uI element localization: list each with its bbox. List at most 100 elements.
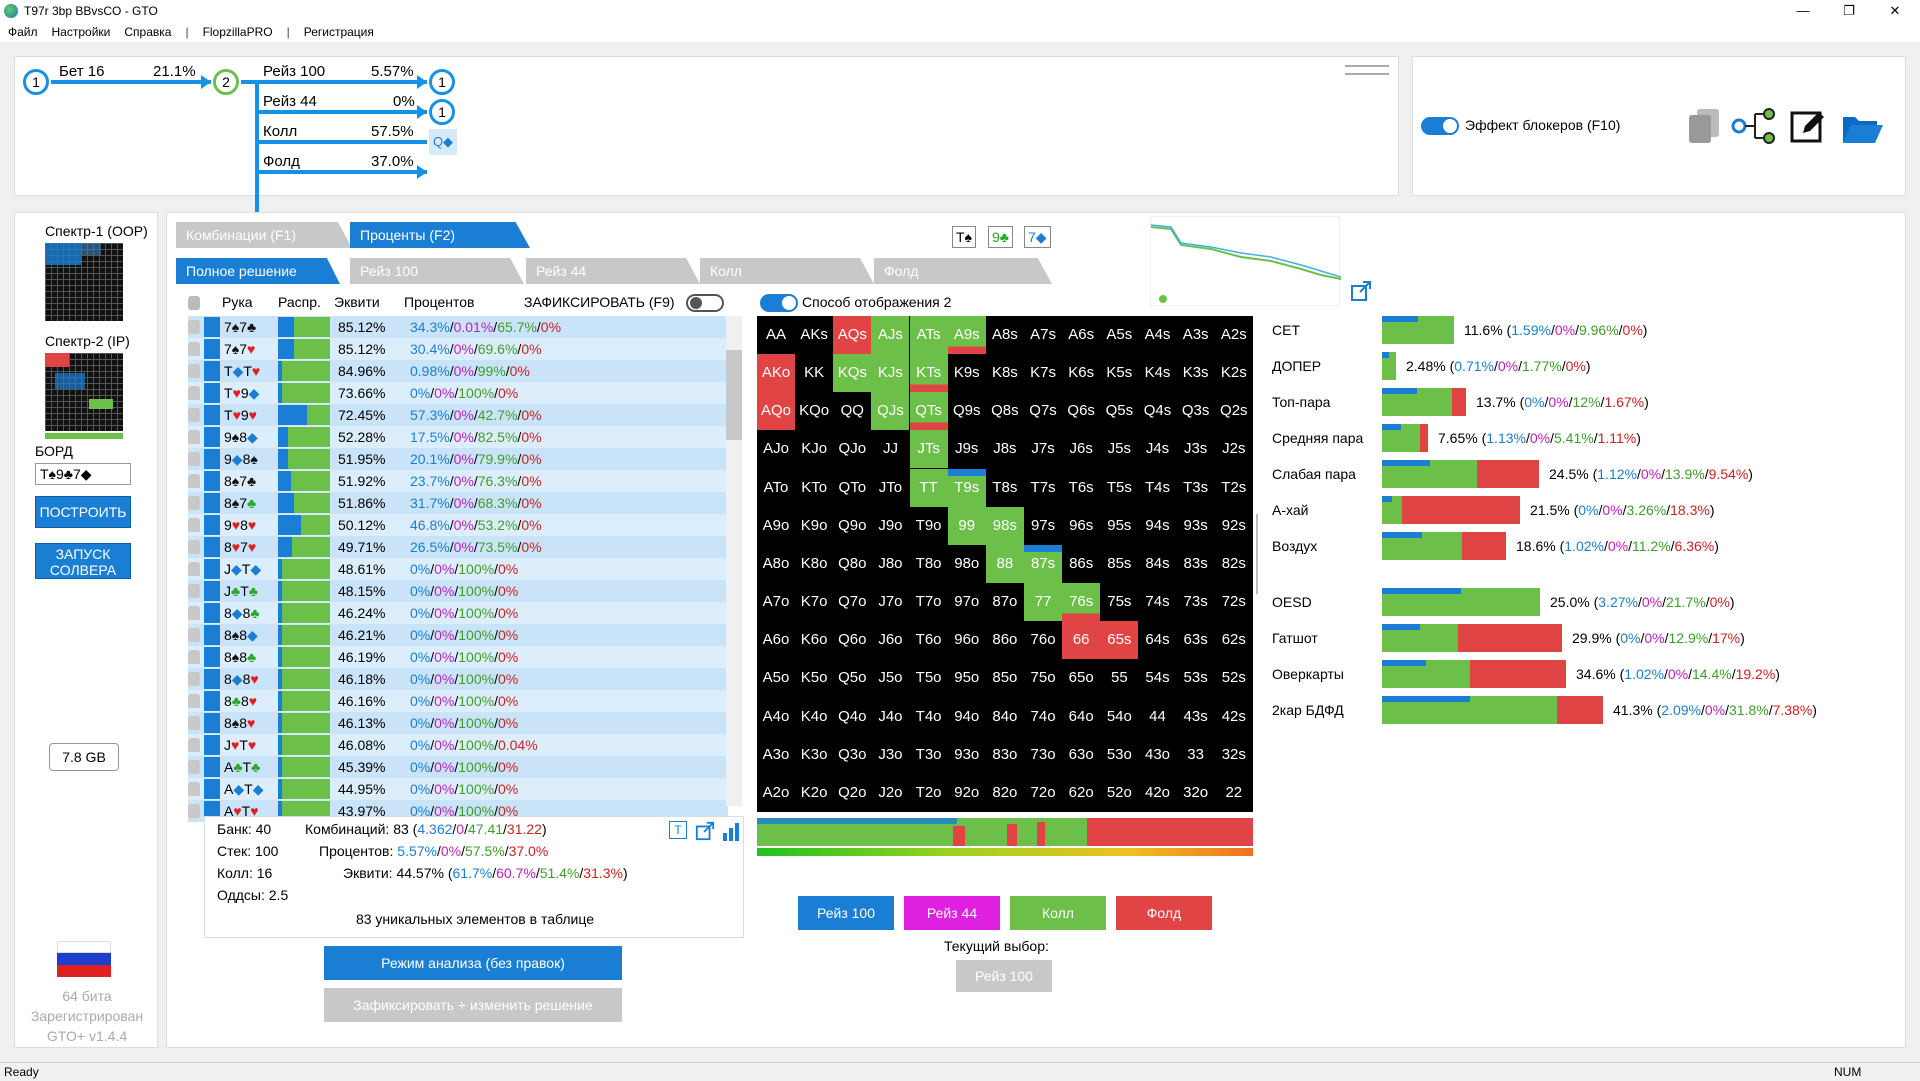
table-row[interactable]: T♥9♥ 72.45% 57.3%/0%/42.7%/0% — [188, 404, 728, 426]
grid-cell[interactable]: J4o — [878, 707, 903, 725]
lock-icon[interactable] — [188, 606, 200, 620]
grid-cell[interactable]: 53o — [1106, 745, 1132, 763]
table-row[interactable]: T◆T♥ 84.96% 0.98%/0%/99%/0% — [188, 360, 728, 382]
grid-cell[interactable]: 83o — [992, 745, 1018, 763]
grid-cell[interactable]: Q7s — [1029, 402, 1057, 420]
table-scrollbar[interactable] — [726, 316, 742, 806]
grid-cell[interactable]: Q6o — [838, 631, 867, 649]
grid-cell[interactable]: K5s — [1106, 364, 1133, 382]
grid-cell[interactable]: KQs — [833, 354, 872, 393]
lock-icon[interactable] — [188, 296, 200, 310]
lock-icon[interactable] — [188, 650, 200, 664]
flag-icon[interactable] — [57, 941, 111, 977]
action-button[interactable]: Колл — [1010, 896, 1106, 930]
grid-cell[interactable]: K2s — [1220, 364, 1247, 382]
blockers-toggle[interactable] — [1421, 117, 1459, 135]
grid-cell[interactable]: J3o — [878, 745, 903, 763]
grid-cell[interactable]: K9o — [800, 516, 828, 534]
grid-cell[interactable]: J6s — [1069, 440, 1093, 458]
grid-cell[interactable]: 43o — [1144, 745, 1171, 763]
grid-cell[interactable]: Q9s — [952, 402, 981, 420]
lock-icon[interactable] — [188, 694, 200, 708]
grid-cell[interactable]: 32s — [1221, 745, 1246, 763]
grid-cell[interactable]: A8o — [762, 554, 790, 572]
grid-cell[interactable]: 74s — [1145, 593, 1170, 611]
grid-cell[interactable]: 42o — [1144, 783, 1171, 801]
grid-cell[interactable]: 86o — [992, 631, 1018, 649]
table-row[interactable]: A◆T◆ 44.95% 0%/0%/100%/0% — [188, 778, 728, 800]
table-row[interactable]: A♣T♣ 45.39% 0%/0%/100%/0% — [188, 756, 728, 778]
grid-cell[interactable]: 95o — [954, 669, 980, 687]
grid-cell[interactable]: T6o — [915, 631, 942, 649]
grid-cell[interactable]: Q5s — [1105, 402, 1134, 420]
grid-cell[interactable]: 96o — [954, 631, 980, 649]
chart-icon[interactable] — [721, 821, 741, 841]
grid-cell[interactable]: 33 — [1187, 745, 1204, 763]
grid-cell[interactable]: 92s — [1221, 516, 1246, 534]
grid-cell[interactable]: 52s — [1221, 669, 1246, 687]
grid-cell[interactable]: QJs — [871, 392, 910, 431]
grid-cell[interactable]: K6o — [800, 631, 828, 649]
minimize-button[interactable]: — — [1796, 3, 1810, 18]
grid-cell[interactable]: KTo — [801, 478, 828, 496]
grid-cell[interactable]: 96s — [1069, 516, 1094, 534]
grid-cell[interactable]: A6o — [762, 631, 790, 649]
table-row[interactable]: 8◆8♣ 46.24% 0%/0%/100%/0% — [188, 602, 728, 624]
grid-cell[interactable]: Q8s — [991, 402, 1019, 420]
table-row[interactable]: T♥9◆ 73.66% 0%/0%/100%/0% — [188, 382, 728, 404]
lock-icon[interactable] — [188, 342, 200, 356]
lock-icon[interactable] — [188, 782, 200, 796]
grid-cell[interactable]: 73o — [1030, 745, 1056, 763]
grid-cell[interactable]: 76s — [1062, 583, 1101, 622]
action-button[interactable]: Рейз 44 — [904, 896, 1000, 930]
grid-cell[interactable]: QQ — [840, 402, 864, 420]
grid-cell[interactable]: T6s — [1068, 478, 1094, 496]
grid-cell[interactable]: QJo — [838, 440, 867, 458]
grid-cell[interactable]: AQo — [757, 392, 795, 431]
grid-cell[interactable]: Q4s — [1143, 402, 1172, 420]
grid-cell[interactable]: 82s — [1221, 554, 1246, 572]
grid-cell[interactable]: J9s — [955, 440, 979, 458]
grid-cell[interactable]: 83s — [1183, 554, 1208, 572]
grid-cell[interactable]: 97s — [1030, 516, 1056, 534]
grid-cell[interactable]: Q4o — [838, 707, 867, 725]
lock-icon[interactable] — [188, 364, 200, 378]
grid-cell[interactable]: K9s — [953, 364, 980, 382]
table-row[interactable]: J♣T♣ 48.15% 0%/0%/100%/0% — [188, 580, 728, 602]
grid-cell[interactable]: 94o — [954, 707, 980, 725]
grid-cell[interactable]: 77 — [1024, 583, 1063, 622]
grid-cell[interactable]: AJs — [871, 316, 910, 354]
grid-cell[interactable]: 94s — [1145, 516, 1170, 534]
table-row[interactable]: 8♠7♣ 51.86% 31.7%/0%/68.3%/0% — [188, 492, 728, 514]
menu-file[interactable]: Файл — [8, 25, 38, 39]
grid-cell[interactable]: Q9o — [838, 516, 867, 534]
grid-cell[interactable]: 53s — [1183, 669, 1208, 687]
grid-cell[interactable]: T7s — [1030, 478, 1056, 496]
grid-cell[interactable]: 64o — [1068, 707, 1094, 725]
lock-icon[interactable] — [188, 474, 200, 488]
grid-cell[interactable]: 93s — [1183, 516, 1208, 534]
grid-cell[interactable]: J7s — [1031, 440, 1055, 458]
tree-action-fold[interactable]: Фолд — [263, 153, 300, 170]
grid-cell[interactable]: 65o — [1068, 669, 1094, 687]
col-dist[interactable]: Распр. — [278, 294, 321, 310]
col-percents[interactable]: Процентов — [404, 294, 475, 310]
lock-icon[interactable] — [188, 320, 200, 334]
grid-cell[interactable]: AJo — [763, 440, 789, 458]
grid-cell[interactable]: A7s — [1030, 326, 1056, 343]
col-equity[interactable]: Эквити — [334, 294, 380, 310]
current-choice-button[interactable]: Рейз 100 — [956, 960, 1052, 992]
table-row[interactable]: J♥T♥ 46.08% 0%/0%/100%/0.04% — [188, 734, 728, 756]
tree-node-end[interactable]: 1 — [429, 69, 455, 95]
grid-cell[interactable]: J2o — [878, 783, 903, 801]
table-row[interactable]: 7♠7♥ 85.12% 30.4%/0%/69.6%/0% — [188, 338, 728, 360]
lock-icon[interactable] — [188, 496, 200, 510]
grid-cell[interactable]: JTs — [909, 430, 948, 469]
table-row[interactable]: 8◆8♥ 46.18% 0%/0%/100%/0% — [188, 668, 728, 690]
grid-cell[interactable]: 97o — [954, 593, 980, 611]
grid-cell[interactable]: 88 — [985, 544, 1024, 583]
grid-cell[interactable]: JTo — [878, 478, 903, 496]
menu-registration[interactable]: Регистрация — [303, 25, 374, 39]
grid-cell[interactable]: 54o — [1106, 707, 1132, 725]
grid-cell[interactable]: 74o — [1030, 707, 1056, 725]
